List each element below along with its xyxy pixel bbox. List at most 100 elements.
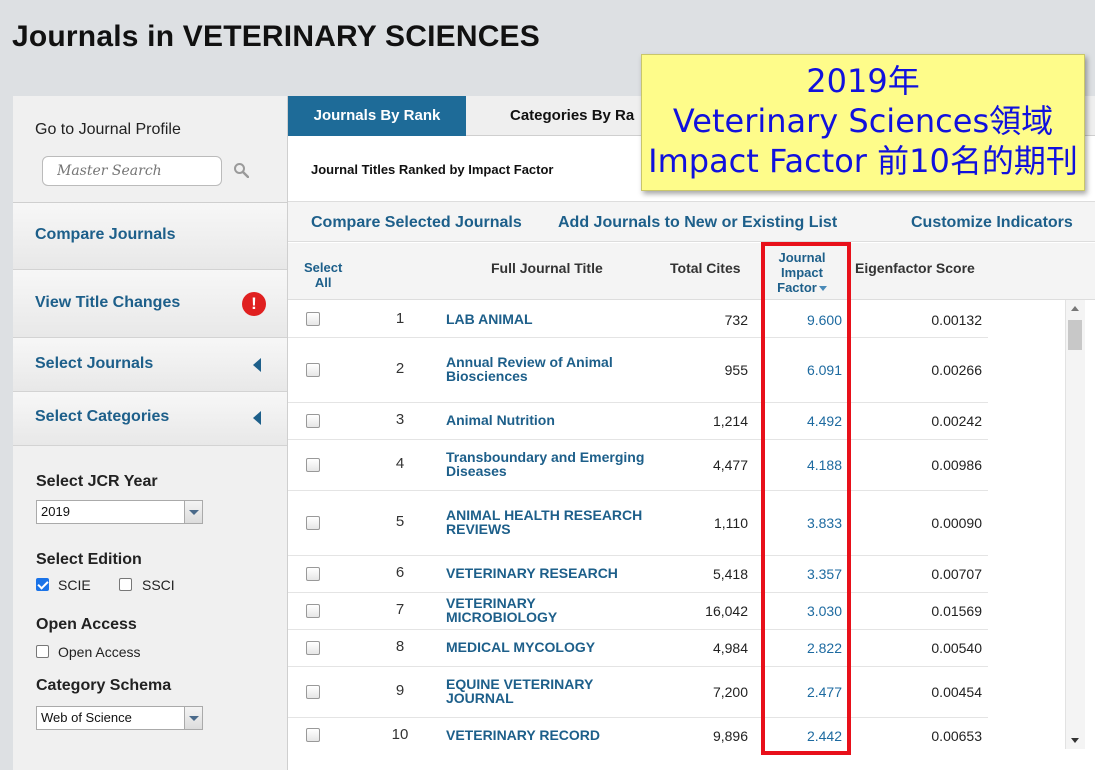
journal-title-link[interactable]: MEDICAL MYCOLOGY [446,640,666,654]
action-bar: Compare Selected Journals Add Journals t… [288,202,1095,242]
impact-factor-cell[interactable]: 3.030 [806,603,842,619]
journal-title-link[interactable]: VETERINARY MICROBIOLOGY [446,596,666,624]
journal-title-link[interactable]: EQUINE VETERINARY JOURNAL [446,677,666,705]
rank-cell: 7 [395,601,405,618]
callout-line3: Impact Factor 前10名的期刊 [648,142,1078,180]
open-access-label: Open Access [36,616,137,633]
column-header-impact-factor[interactable]: Journal Impact Factor [762,250,842,295]
journal-title-link[interactable]: ANIMAL HEALTH RESEARCH REVIEWS [446,508,666,536]
row-checkbox[interactable] [306,728,320,742]
row-checkbox[interactable] [306,312,320,326]
table-header: Select All Full Journal Title Total Cite… [288,243,1095,300]
rank-cell: 1 [395,310,405,327]
compare-journals-link[interactable]: Compare Journals [13,203,287,270]
table-row: 3 Animal Nutrition 1,214 4.492 0.00242 [288,403,988,440]
table-row: 7 VETERINARY MICROBIOLOGY 16,042 3.030 0.… [288,593,988,630]
column-header-total-cites[interactable]: Total Cites [670,260,741,276]
ssci-checkbox[interactable] [119,578,132,591]
journal-title-line1: MEDICAL MYCOLOGY [446,639,596,655]
impact-factor-cell[interactable]: 4.492 [806,413,842,429]
scroll-up-icon[interactable] [1071,306,1079,311]
row-checkbox[interactable] [306,567,320,581]
eigenfactor-cell: 0.00454 [931,684,982,700]
select-all-line2: All [314,275,332,290]
category-schema-select[interactable]: Web of Science [36,706,203,730]
column-header-eigenfactor[interactable]: Eigenfactor Score [855,260,975,276]
open-access-checkbox[interactable] [36,645,49,658]
eigenfactor-cell: 0.00653 [931,728,982,744]
journal-title-line1: Transboundary and Emerging [446,449,645,465]
jif-header-line1: Journal [778,250,826,265]
journal-title-link[interactable]: VETERINARY RECORD [446,728,666,742]
row-checkbox[interactable] [306,516,320,530]
table-scrollbar[interactable] [1065,300,1085,749]
journal-profile-search: Go to Journal Profile [13,96,287,203]
journal-title-line2: Diseases [446,463,507,479]
table-row: 1 LAB ANIMAL 732 9.600 0.00132 [288,300,988,338]
select-journals-expander[interactable]: Select Journals [13,338,287,392]
customize-indicators-link[interactable]: Customize Indicators [911,214,1073,231]
journal-title-link[interactable]: VETERINARY RESEARCH [446,566,666,580]
total-cites-cell: 1,110 [714,515,748,531]
table-row: 10 VETERINARY RECORD 9,896 2.442 0.00653 [288,718,988,753]
total-cites-cell: 4,984 [712,640,748,656]
eigenfactor-cell: 0.01569 [931,603,982,619]
rank-cell: 8 [395,638,405,655]
impact-factor-cell[interactable]: 6.091 [806,362,842,378]
tab-categories-by-rank[interactable]: Categories By Ra [510,107,635,124]
impact-factor-cell[interactable]: 9.600 [806,312,842,328]
journal-title-line1: EQUINE VETERINARY [446,676,594,692]
filters-panel: Select JCR Year 2019 Select Edition SCIE… [13,446,287,764]
total-cites-cell: 1,214 [712,413,748,429]
journal-title-link[interactable]: Animal Nutrition [446,413,666,427]
impact-factor-cell[interactable]: 2.822 [806,640,842,656]
row-checkbox[interactable] [306,458,320,472]
impact-factor-cell[interactable]: 4.188 [806,457,842,473]
column-header-title[interactable]: Full Journal Title [491,260,603,276]
journal-title-line2: MICROBIOLOGY [446,609,558,625]
select-categories-expander[interactable]: Select Categories [13,392,287,446]
total-cites-cell: 9,896 [712,728,748,744]
scroll-down-icon[interactable] [1071,738,1079,743]
rank-cell: 2 [395,360,405,377]
add-journals-to-list-link[interactable]: Add Journals to New or Existing List [558,214,838,231]
table-row: 2 Annual Review of Animal Biosciences 955… [288,338,988,403]
search-icon[interactable] [233,162,249,178]
eigenfactor-cell: 0.00090 [931,515,982,531]
select-all-link[interactable]: Select All [304,260,342,290]
scroll-thumb[interactable] [1068,320,1082,350]
total-cites-cell: 16,042 [705,603,748,619]
rank-cell: 6 [395,564,405,581]
journal-title-link[interactable]: Annual Review of Animal Biosciences [446,355,666,383]
chevron-left-icon [253,411,261,425]
journal-title-line1: LAB ANIMAL [446,311,533,327]
journal-title-line1: VETERINARY RECORD [446,727,601,743]
total-cites-cell: 7,200 [712,684,748,700]
journal-title-line2: REVIEWS [446,521,511,537]
journal-title-link[interactable]: Transboundary and Emerging Diseases [446,450,666,478]
row-checkbox[interactable] [306,641,320,655]
view-title-changes-link[interactable]: View Title Changes ! [13,270,287,338]
row-checkbox[interactable] [306,363,320,377]
rank-cell: 3 [395,411,405,428]
category-schema-value: Web of Science [41,710,132,725]
journal-title-line1: VETERINARY RESEARCH [446,565,618,581]
jcr-year-select[interactable]: 2019 [36,500,203,524]
impact-factor-cell[interactable]: 3.357 [806,566,842,582]
tab-journals-by-rank[interactable]: Journals By Rank [288,96,466,136]
compare-selected-journals-link[interactable]: Compare Selected Journals [311,214,522,231]
total-cites-cell: 955 [724,362,748,378]
eigenfactor-cell: 0.00540 [931,640,982,656]
journal-title-link[interactable]: LAB ANIMAL [446,312,666,326]
callout-line1: 2019年 [806,62,920,100]
master-search-input[interactable] [42,156,222,186]
impact-factor-cell[interactable]: 2.442 [806,728,842,744]
impact-factor-cell[interactable]: 3.833 [806,515,842,531]
row-checkbox[interactable] [306,685,320,699]
row-checkbox[interactable] [306,604,320,618]
scie-checkbox[interactable] [36,578,49,591]
row-checkbox[interactable] [306,414,320,428]
impact-factor-cell[interactable]: 2.477 [806,684,842,700]
jif-header-line3: Factor [777,280,817,295]
journal-title-line1: Annual Review of Animal [446,354,613,370]
